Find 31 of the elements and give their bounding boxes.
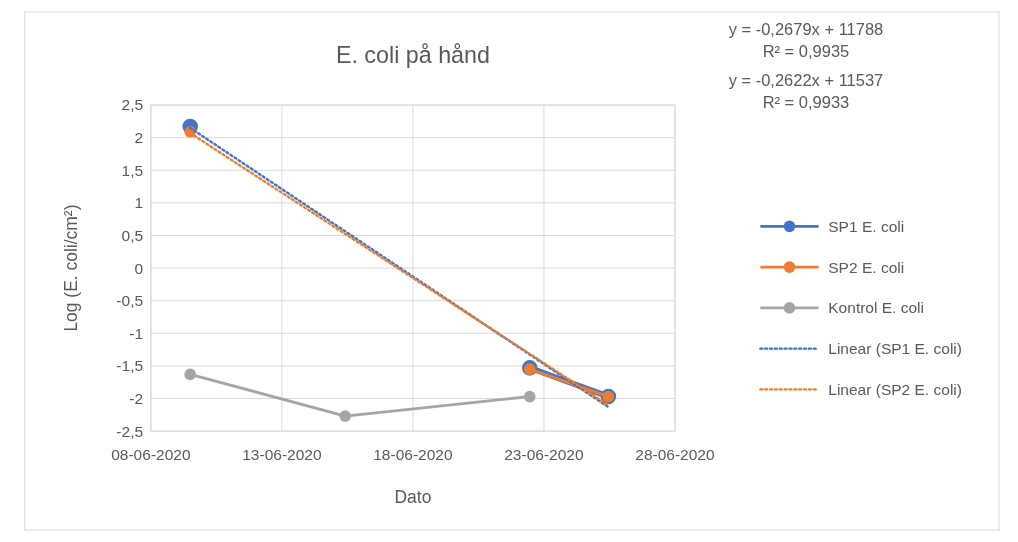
x-tick-label: 18-06-2020 <box>373 446 453 464</box>
y-tick-label: 1,5 <box>121 161 144 179</box>
y-tick-label: 2,5 <box>121 96 144 114</box>
y-tick-label: 2 <box>134 129 144 147</box>
y-tick-label: -2,5 <box>116 422 144 440</box>
x-tick-label: 13-06-2020 <box>242 446 322 464</box>
x-tick-label: 28-06-2020 <box>635 446 715 464</box>
point <box>339 410 352 422</box>
text: R² = 0,9933 <box>762 92 850 111</box>
x-axis-title: Dato <box>394 486 432 507</box>
y-tick-label: -1 <box>129 324 144 342</box>
y-tick-label: 0,5 <box>121 226 144 244</box>
text: y = -0,2622x + 11537 <box>728 70 884 89</box>
legend-label: SP2 E. coli <box>828 258 905 276</box>
chart-title: E. coli på hånd <box>335 42 490 69</box>
point <box>523 390 536 403</box>
text: R² = 0,9935 <box>762 42 850 61</box>
y-tick-label: -1,5 <box>116 357 144 375</box>
legend-label: Linear (SP1 E. coli) <box>828 340 962 358</box>
y-tick-label: -0,5 <box>116 292 144 310</box>
y-tick-label: -2 <box>129 389 144 407</box>
y-tick-label: 1 <box>134 194 144 212</box>
text: y = -0,2679x + 11788 <box>728 20 884 39</box>
legend-label: SP1 E. coli <box>828 217 905 235</box>
y-axis-title: Log (E. coli/cm²) <box>61 204 82 332</box>
x-tick-label: 08-06-2020 <box>111 446 191 464</box>
point <box>184 368 197 381</box>
legend-label: Kontrol E. coli <box>828 299 925 317</box>
y-tick-label: 0 <box>134 259 144 277</box>
legend-label: Linear (SP2 E. coli) <box>828 380 962 398</box>
x-tick-label: 23-06-2020 <box>504 446 584 464</box>
